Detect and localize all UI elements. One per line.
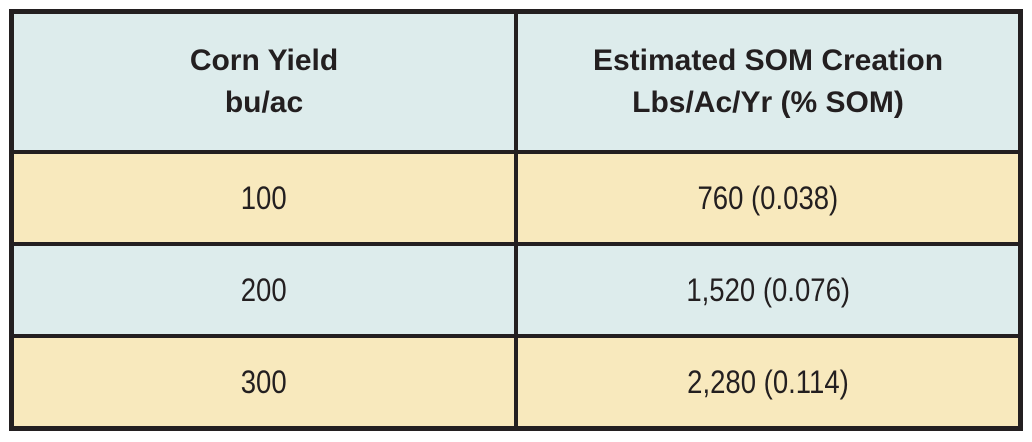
header-som-creation-line2: Lbs/Ac/Yr (% SOM) <box>632 86 904 119</box>
header-corn-yield-line2: bu/ac <box>224 86 304 119</box>
table-cell-som-row1: 760 (0.038) <box>518 154 1018 242</box>
header-corn-yield-line1: Corn Yield <box>189 44 339 77</box>
table-cell-yield-row1: 100 <box>14 154 514 242</box>
table-cell-yield-row2: 200 <box>14 246 514 334</box>
som-creation-table: Corn Yield bu/ac Estimated SOM Creation … <box>9 9 1023 431</box>
som-value-row3: 2,280 (0.114) <box>687 363 849 400</box>
yield-value-row1: 100 <box>241 179 287 216</box>
header-cell-corn-yield: Corn Yield bu/ac <box>14 14 514 150</box>
table-cell-yield-row3: 300 <box>14 338 514 426</box>
header-cell-som-creation: Estimated SOM Creation Lbs/Ac/Yr (% SOM) <box>518 14 1018 150</box>
yield-value-row3: 300 <box>241 363 287 400</box>
yield-value-row2: 200 <box>241 271 287 308</box>
table-cell-som-row2: 1,520 (0.076) <box>518 246 1018 334</box>
header-som-creation-line1: Estimated SOM Creation <box>592 44 944 77</box>
table-cell-som-row3: 2,280 (0.114) <box>518 338 1018 426</box>
som-value-row2: 1,520 (0.076) <box>686 271 850 308</box>
som-value-row1: 760 (0.038) <box>697 179 839 216</box>
